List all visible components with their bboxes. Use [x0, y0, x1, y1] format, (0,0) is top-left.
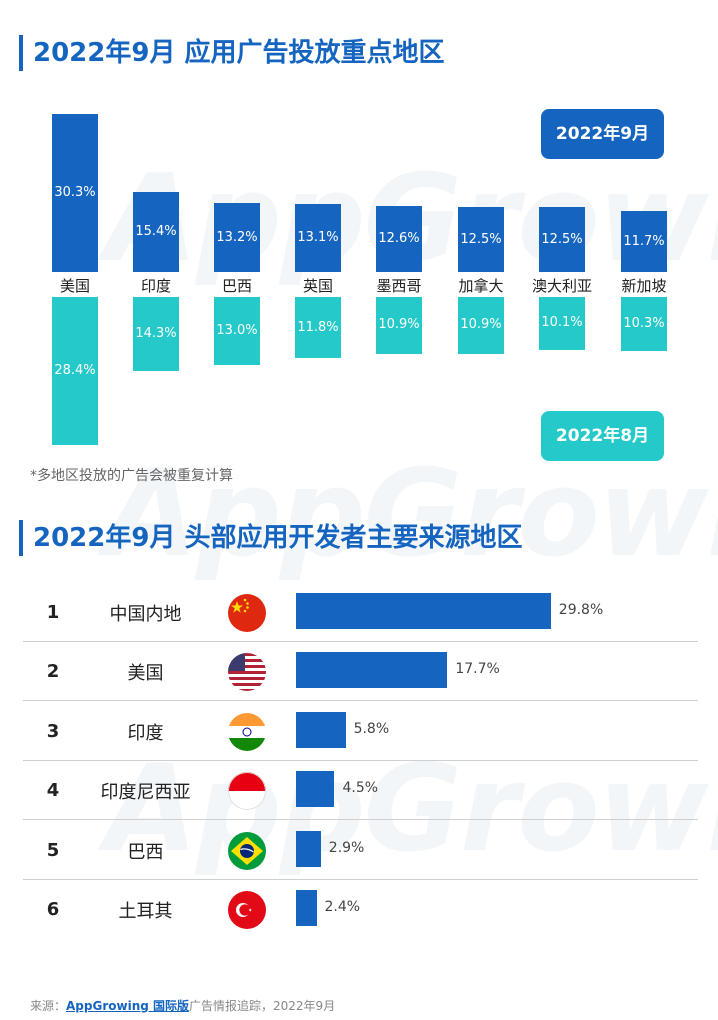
- region-name: 美国: [127, 663, 164, 684]
- rank-number: 3: [46, 721, 60, 742]
- bar-aug-2: 13.0%: [214, 297, 260, 365]
- source-suffix: 广告情报追踪，2022年9月: [189, 999, 336, 1013]
- bar-aug-label-7: 10.3%: [623, 315, 665, 331]
- source-prefix: 来源：: [30, 999, 67, 1013]
- ranking-row: 5 巴西 2.9%: [23, 821, 698, 880]
- bar-aug-label-6: 10.1%: [541, 315, 583, 331]
- bar-sep-label-2: 13.2%: [216, 229, 258, 245]
- rank-number: 6: [46, 899, 60, 920]
- bar-aug-label-4: 10.9%: [378, 317, 420, 333]
- bar-aug-5: 10.9%: [458, 297, 504, 354]
- bar-sep-5: 12.5%: [458, 207, 504, 272]
- section2-title: 2022年9月 头部应用开发者主要来源地区: [19, 520, 523, 556]
- bar-aug-0: 28.4%: [52, 297, 98, 445]
- rank-number: 5: [46, 840, 60, 861]
- bar-aug-3: 11.8%: [295, 297, 341, 359]
- indonesia-flag-icon: [228, 772, 266, 810]
- badge-sep: 2022年9月: [541, 109, 664, 159]
- badge-aug: 2022年8月: [541, 411, 664, 461]
- category-label-0: 美国: [59, 277, 90, 295]
- region-name: 印度尼西亚: [100, 782, 191, 803]
- bar-aug-label-2: 13.0%: [216, 322, 258, 338]
- ranking-bar: [296, 593, 551, 629]
- ranking-value: 4.5%: [342, 780, 379, 796]
- bar-sep-label-4: 12.6%: [378, 231, 420, 247]
- ranking-value: 2.9%: [328, 840, 365, 856]
- bar-sep-label-3: 13.1%: [297, 229, 339, 245]
- section1-title: 2022年9月 应用广告投放重点地区: [19, 35, 445, 71]
- usa-flag-icon: [228, 653, 266, 691]
- row-divider: [23, 700, 698, 701]
- bar-aug-4: 10.9%: [376, 297, 422, 354]
- ranking-row: 3 印度 5.8%: [23, 702, 698, 761]
- rank-number: 4: [46, 780, 60, 801]
- turkey-flag-icon: [228, 891, 266, 929]
- bar-aug-label-1: 14.3%: [135, 326, 177, 342]
- row-divider: [23, 760, 698, 761]
- bar-aug-label-5: 10.9%: [460, 317, 502, 333]
- bar-sep-label-7: 11.7%: [623, 233, 665, 249]
- bar-sep-7: 11.7%: [621, 211, 667, 272]
- ranking-bar: [296, 831, 321, 867]
- ranking-bar: [296, 890, 317, 926]
- bar-sep-label-0: 30.3%: [54, 185, 96, 201]
- row-divider: [23, 819, 698, 820]
- bar-aug-1: 14.3%: [133, 297, 179, 372]
- bar-sep-1: 15.4%: [133, 191, 179, 272]
- bar-aug-6: 10.1%: [539, 297, 585, 350]
- region-name: 印度: [127, 723, 164, 744]
- category-label-6: 澳大利亚: [531, 277, 592, 295]
- ranking-row: 2 美国 17.7%: [23, 642, 698, 701]
- region-name: 巴西: [127, 842, 164, 863]
- bar-sep-3: 13.1%: [295, 203, 341, 272]
- ranking-row: 1 中国内地 29.8%: [23, 583, 698, 642]
- bar-sep-0: 30.3%: [52, 114, 98, 272]
- ranking-bar: [296, 771, 335, 807]
- ranking-value: 29.8%: [558, 602, 604, 618]
- ranking-row: 4 印度尼西亚 4.5%: [23, 761, 698, 820]
- source-brand-link[interactable]: AppGrowing 国际版: [66, 999, 190, 1013]
- bar-sep-label-5: 12.5%: [460, 231, 502, 247]
- ranking-row: 6 土耳其 2.4%: [23, 880, 698, 939]
- footnote: *多地区投放的广告会被重复计算: [30, 468, 233, 484]
- row-divider: [23, 879, 698, 880]
- india-flag-icon: [228, 713, 266, 751]
- category-label-5: 加拿大: [458, 277, 504, 295]
- region-name: 土耳其: [118, 901, 173, 922]
- bar-sep-6: 12.5%: [539, 207, 585, 272]
- category-label-2: 巴西: [221, 277, 252, 295]
- rank-number: 2: [46, 661, 60, 682]
- category-label-7: 新加坡: [621, 277, 667, 295]
- source-footer: 来源：AppGrowing 国际版广告情报追踪，2022年9月: [30, 997, 335, 1014]
- ranking-bar: [296, 712, 346, 748]
- bar-aug-label-0: 28.4%: [54, 362, 96, 378]
- rank-number: 1: [46, 602, 60, 623]
- bar-sep-label-6: 12.5%: [541, 231, 583, 247]
- bar-sep-label-1: 15.4%: [135, 223, 177, 239]
- bar-sep-2: 13.2%: [214, 203, 260, 272]
- bar-sep-4: 12.6%: [376, 206, 422, 272]
- china-flag-icon: [228, 594, 266, 632]
- ranking-value: 17.7%: [455, 661, 500, 677]
- row-divider: [23, 641, 698, 642]
- category-label-1: 印度: [140, 277, 171, 295]
- region-name: 中国内地: [109, 604, 182, 625]
- bar-aug-label-3: 11.8%: [297, 319, 339, 335]
- ranking-value: 5.8%: [353, 721, 390, 737]
- category-label-4: 墨西哥: [376, 277, 422, 295]
- category-label-3: 英国: [302, 277, 333, 295]
- brazil-flag-icon: [228, 832, 266, 870]
- bar-aug-7: 10.3%: [621, 297, 667, 351]
- ranking-value: 2.4%: [324, 899, 361, 915]
- ranking-bar: [296, 652, 448, 688]
